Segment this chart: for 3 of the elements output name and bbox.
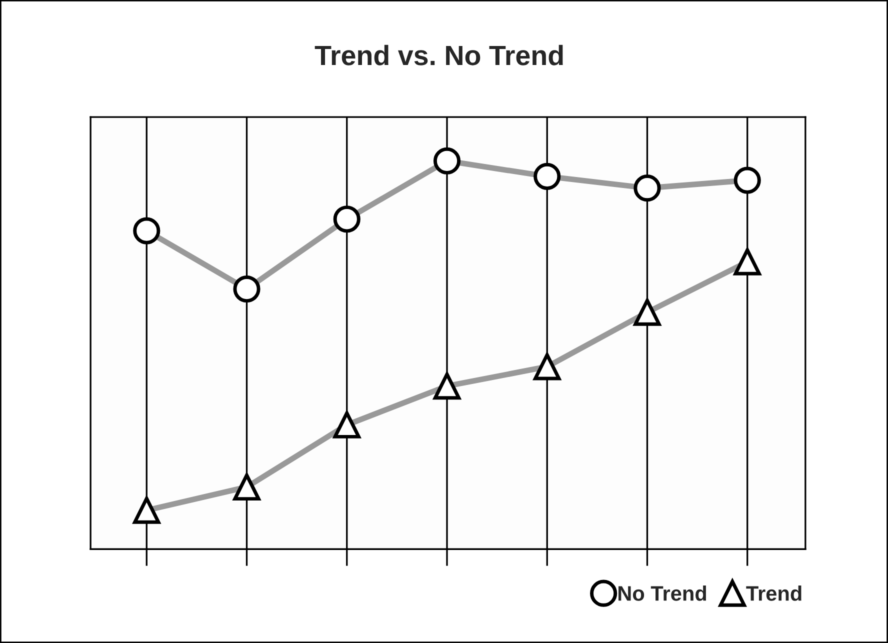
legend-label: Trend xyxy=(746,586,802,601)
legend-label: No Trend xyxy=(618,586,706,601)
chart-title: Trend vs. No Trend xyxy=(314,44,563,66)
